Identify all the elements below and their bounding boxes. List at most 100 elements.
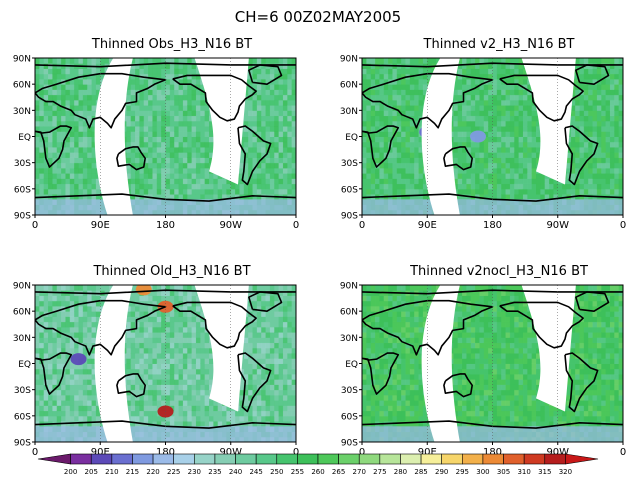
y-tick-label: EQ — [345, 133, 358, 143]
anomaly-4 — [135, 285, 152, 296]
y-tick-label: 60N — [340, 308, 358, 318]
y-tick-label: 90S — [341, 439, 358, 449]
colorbar-max-arrow — [565, 453, 599, 465]
x-tick-label: 0 — [293, 447, 299, 458]
swath-gap — [521, 285, 576, 412]
x-tick-label: 0 — [32, 447, 38, 458]
colorbar-swatch — [173, 453, 195, 465]
colorbar-label: 260 — [311, 468, 324, 476]
swath-gap — [521, 58, 576, 185]
x-tick-label: 0 — [620, 447, 626, 458]
colorbar-label: 250 — [270, 468, 283, 476]
colorbar-label: 300 — [476, 468, 489, 476]
colorbar-label: 280 — [394, 468, 407, 476]
coastlines — [35, 62, 296, 202]
y-tick-label: 90N — [13, 282, 31, 292]
swath-gap — [421, 285, 460, 442]
x-tick-label: 180 — [156, 220, 175, 231]
swath-gap — [94, 285, 133, 442]
colorbar-swatch — [441, 453, 463, 465]
map-panel-3 — [32, 284, 297, 445]
colorbar-label: 285 — [414, 468, 427, 476]
colorbar-swatch — [544, 453, 566, 465]
x-tick-label: 180 — [156, 447, 175, 458]
x-tick-label: 0 — [32, 220, 38, 231]
colorbar-swatch — [70, 453, 92, 465]
swath-gap — [421, 58, 460, 215]
y-tick-label: 90S — [14, 212, 31, 222]
colorbar-min-arrow — [37, 453, 71, 465]
colorbar-swatch — [90, 453, 113, 465]
colorbar-swatch — [255, 453, 278, 465]
colorbar-label: 220 — [146, 468, 159, 476]
y-tick-label: EQ — [18, 133, 31, 143]
colorbar-label: 310 — [517, 468, 530, 476]
colorbar-swatch — [462, 453, 484, 465]
x-tick-label: 0 — [620, 220, 626, 231]
y-tick-label: 30S — [341, 159, 358, 169]
colorbar-swatch — [214, 453, 236, 465]
map-panel-1 — [32, 57, 297, 218]
y-tick-label: 30S — [14, 159, 31, 169]
colorbar-swatch — [379, 453, 401, 465]
map-panel-4 — [359, 284, 624, 445]
colorbar-label: 255 — [291, 468, 304, 476]
y-tick-label: 90S — [341, 212, 358, 222]
colorbar-label: 315 — [538, 468, 551, 476]
y-tick-label: 30N — [13, 107, 31, 117]
colorbar-swatch — [523, 453, 546, 465]
x-tick-label: 0 — [359, 447, 365, 458]
colorbar-swatch — [297, 453, 319, 465]
colorbar — [37, 453, 599, 465]
anomaly-2 — [470, 130, 486, 143]
y-tick-label: 90N — [340, 55, 358, 65]
y-tick-label: 30N — [340, 334, 358, 344]
x-tick-label: 90E — [418, 447, 437, 458]
colorbar-swatch — [338, 453, 360, 465]
x-tick-label: 90W — [219, 447, 242, 458]
y-tick-label: 30S — [341, 386, 358, 396]
colorbar-label: 245 — [249, 468, 262, 476]
colorbar-label: 230 — [188, 468, 201, 476]
coastlines — [362, 62, 623, 202]
y-tick-label: EQ — [345, 360, 358, 370]
y-tick-label: 60N — [340, 81, 358, 91]
anomaly-1 — [70, 353, 87, 366]
colorbar-label: 320 — [559, 468, 572, 476]
panel-title: Thinned Old_H3_N16 BT — [92, 264, 250, 279]
colorbar-swatch — [132, 453, 154, 465]
figure-title: CH=6 00Z02MAY2005 — [235, 8, 401, 26]
colorbar-label: 240 — [229, 468, 242, 476]
y-tick-label: 60S — [14, 412, 31, 422]
y-tick-label: 30S — [14, 386, 31, 396]
colorbar-label: 210 — [105, 468, 118, 476]
colorbar-label: 290 — [435, 468, 448, 476]
colorbar-swatch — [503, 453, 525, 465]
y-tick-label: 60N — [13, 308, 31, 318]
colorbar-swatch — [194, 453, 216, 465]
x-tick-label: 90W — [546, 220, 569, 231]
y-tick-label: 90N — [340, 282, 358, 292]
colorbar-swatch — [152, 453, 174, 465]
colorbar-label: 265 — [332, 468, 345, 476]
swath-gap — [194, 285, 249, 412]
x-tick-label: 0 — [293, 220, 299, 231]
y-tick-label: 60S — [341, 185, 358, 195]
x-tick-label: 180 — [483, 447, 502, 458]
colorbar-label: 235 — [208, 468, 221, 476]
panel-title: Thinned Obs_H3_N16 BT — [91, 37, 252, 52]
x-tick-label: 90E — [91, 220, 110, 231]
x-tick-label: 90E — [91, 447, 110, 458]
colorbar-label: 205 — [85, 468, 98, 476]
colorbar-swatch — [400, 453, 422, 465]
y-tick-label: 90N — [13, 55, 31, 65]
colorbar-swatch — [482, 453, 504, 465]
colorbar-swatch — [276, 453, 298, 465]
y-tick-label: 60S — [14, 185, 31, 195]
colorbar-swatch — [420, 453, 442, 465]
panel-title: Thinned v2_H3_N16 BT — [423, 37, 575, 52]
y-tick-label: 60S — [341, 412, 358, 422]
y-tick-label: EQ — [18, 360, 31, 370]
swath-gap — [94, 58, 133, 215]
colorbar-swatch — [235, 453, 257, 465]
